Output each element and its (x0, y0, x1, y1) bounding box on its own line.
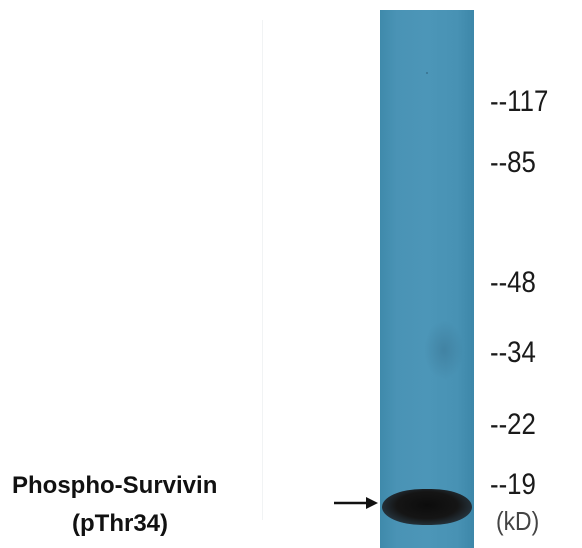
marker-85: --85 (490, 146, 536, 179)
marker-117: --117 (490, 85, 549, 118)
protein-name-label: Phospho-Survivin (12, 472, 218, 499)
blot-lane (380, 10, 474, 548)
marker-22: --22 (490, 408, 536, 441)
arrow-icon (334, 497, 378, 509)
marker-48: --48 (490, 266, 536, 299)
background-divider (262, 20, 263, 520)
marker-34: --34 (490, 336, 536, 369)
marker-19: --19 (490, 468, 536, 501)
phospho-site-label: (pThr34) (72, 510, 168, 537)
lane-smudge (424, 320, 464, 380)
lane-speck (426, 72, 428, 74)
unit-label: (kD) (496, 506, 540, 536)
protein-band (382, 489, 472, 525)
